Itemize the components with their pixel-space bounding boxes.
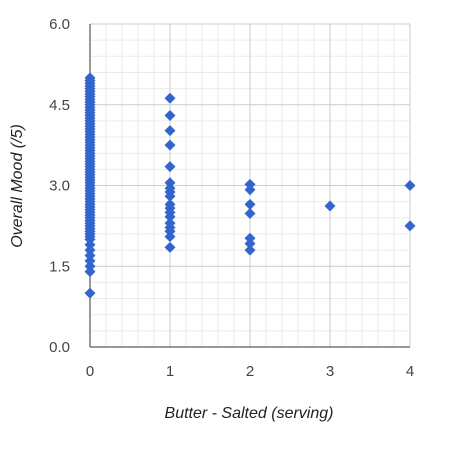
data-point bbox=[244, 184, 256, 196]
data-point bbox=[164, 161, 176, 173]
data-point bbox=[244, 244, 256, 256]
data-point bbox=[324, 200, 336, 212]
y-tick-labels: 0.0 1.5 3.0 4.5 6.0 bbox=[49, 16, 70, 356]
data-point bbox=[164, 190, 176, 202]
y-axis-title: Overall Mood (/5) bbox=[9, 124, 26, 248]
x-tick-labels: 0 1 2 3 4 bbox=[86, 363, 414, 380]
data-point bbox=[164, 125, 176, 137]
y-tick-label: 0.0 bbox=[49, 339, 70, 356]
data-point bbox=[164, 110, 176, 122]
data-point bbox=[244, 238, 256, 250]
data-point bbox=[84, 287, 96, 299]
y-tick-label: 1.5 bbox=[49, 258, 70, 275]
x-tick-label: 0 bbox=[86, 363, 94, 380]
data-point bbox=[164, 92, 176, 104]
data-point bbox=[164, 241, 176, 253]
data-point bbox=[164, 211, 176, 223]
x-tick-label: 1 bbox=[166, 363, 174, 380]
x-tick-label: 3 bbox=[326, 363, 334, 380]
x-tick-label: 2 bbox=[246, 363, 254, 380]
x-axis-title: Butter - Salted (serving) bbox=[165, 405, 334, 422]
data-point bbox=[84, 266, 96, 278]
x-tick-label: 4 bbox=[406, 363, 414, 380]
data-point bbox=[164, 231, 176, 243]
y-tick-label: 3.0 bbox=[49, 178, 70, 195]
data-point bbox=[164, 139, 176, 151]
data-point bbox=[244, 198, 256, 210]
data-points bbox=[84, 72, 416, 299]
y-tick-label: 4.5 bbox=[49, 97, 70, 114]
y-tick-label: 6.0 bbox=[49, 16, 70, 33]
data-point bbox=[244, 207, 256, 219]
data-point bbox=[404, 220, 416, 232]
data-point bbox=[404, 180, 416, 191]
